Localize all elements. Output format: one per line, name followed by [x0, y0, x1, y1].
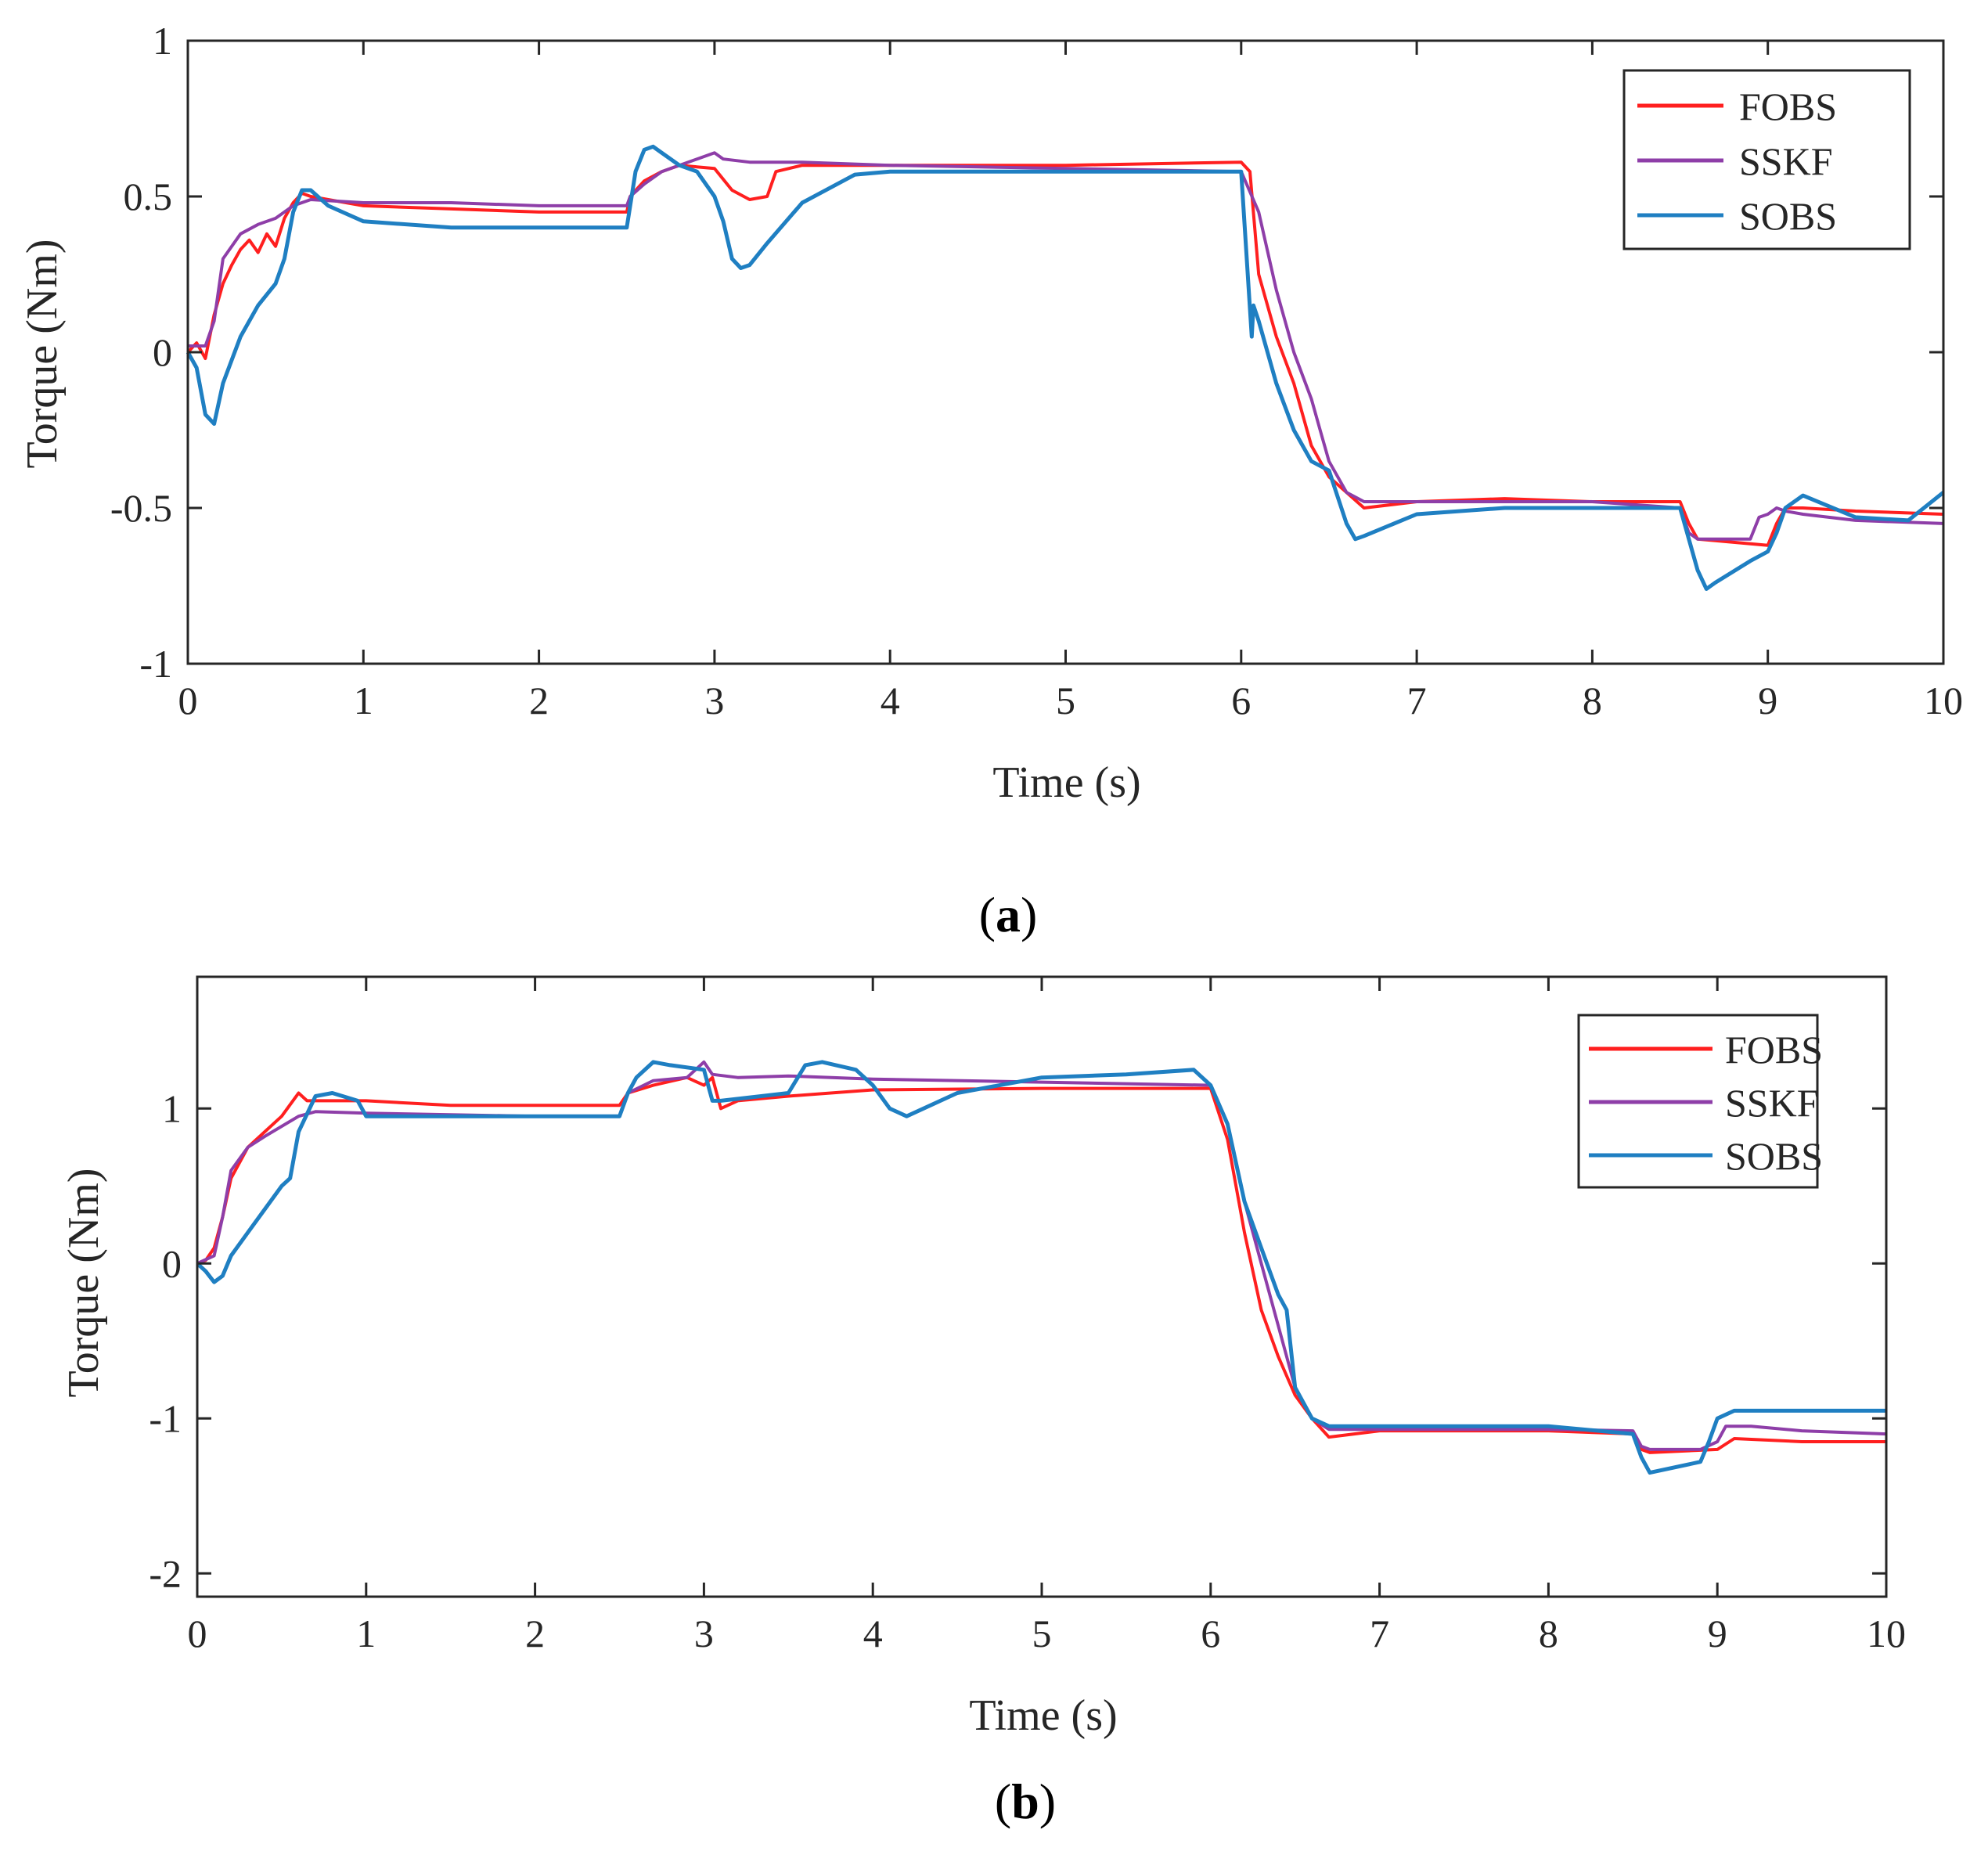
- panel-a-plot-area: [185, 144, 1945, 591]
- panel-a-caption-letter: a: [996, 887, 1021, 942]
- panel-a-x-tick-label: 6: [1231, 679, 1251, 722]
- panel-b-y-tick-label: -2: [149, 1551, 182, 1595]
- panel-a-x-axis-title: Time (s): [992, 758, 1140, 807]
- panel-a-x-tick-label: 1: [354, 679, 373, 722]
- panel-a-y-tick-label: 0.5: [124, 175, 173, 218]
- panel-b-x-tick-label: 7: [1370, 1612, 1389, 1655]
- panel-a-caption-close: ): [1021, 887, 1037, 942]
- panel-b-caption: (b): [995, 1774, 1056, 1829]
- panel-a-x-tick-label: 4: [881, 679, 900, 722]
- panel-a-x-ticks: 0 1 2 3 4 5 6 7 8 9 10: [178, 41, 1963, 722]
- panel-a-y-tick-label: -1: [139, 642, 172, 686]
- panel-a-x-tick-label: 0: [178, 679, 198, 722]
- panel-a-legend-label-sskf: SSKF: [1739, 139, 1833, 183]
- panel-b-x-tick-label: 9: [1708, 1612, 1727, 1655]
- panel-a-caption: (a): [979, 887, 1038, 942]
- panel-b-x-tick-label: 6: [1201, 1612, 1220, 1655]
- panel-b-x-tick-label: 4: [863, 1612, 883, 1655]
- panel-a-legend-label-fobs: FOBS: [1739, 85, 1837, 128]
- panel-b-x-ticks: 0 1 2 3 4 5 6 7 8 9 10: [188, 977, 1906, 1655]
- panel-b-x-tick-label: 3: [694, 1612, 714, 1655]
- panel-b-plot-area: [196, 1060, 1887, 1475]
- panel-a-y-tick-label: 1: [153, 19, 172, 63]
- panel-b-legend-label-sskf: SSKF: [1725, 1081, 1819, 1125]
- panel-a-y-ticks: -1 -0.5 0 0.5 1: [110, 19, 1943, 686]
- panel-a-y-axis-title: Torque (Nm): [18, 239, 67, 468]
- panel-a-series-sskf: [188, 151, 1944, 541]
- panel-b-legend: FOBS SSKF SOBS: [1577, 1014, 1823, 1189]
- panel-a-series-fobs: [186, 160, 1944, 547]
- panel-a-series-sobs: [185, 144, 1945, 591]
- panel-b-y-tick-label: 1: [162, 1086, 182, 1130]
- panel-a-legend: FOBS SSKF SOBS: [1622, 69, 1911, 250]
- panel-b-x-tick-label: 2: [525, 1612, 545, 1655]
- panel-a-x-tick-label: 2: [529, 679, 549, 722]
- panel-b-x-tick-label: 10: [1867, 1612, 1906, 1655]
- panel-a-x-tick-label: 8: [1583, 679, 1602, 722]
- panel-a-x-tick-label: 7: [1407, 679, 1427, 722]
- panel-b-y-tick-label: 0: [162, 1241, 182, 1285]
- panel-a-x-tick-label: 10: [1924, 679, 1963, 722]
- panel-b-y-axis-title: Torque (Nm): [59, 1168, 108, 1397]
- panel-a-y-tick-label: -0.5: [110, 486, 172, 530]
- panel-a-x-tick-label: 3: [704, 679, 724, 722]
- panel-b-x-tick-label: 8: [1539, 1612, 1558, 1655]
- panel-b-series-sskf: [196, 1060, 1887, 1451]
- panel-a-x-tick-label: 5: [1056, 679, 1075, 722]
- panel-b-caption-letter: b: [1011, 1774, 1039, 1829]
- panel-b-caption-open: (: [995, 1774, 1011, 1829]
- panel-b-series-sobs: [196, 1060, 1886, 1475]
- panel-b-caption-close: ): [1039, 1774, 1056, 1829]
- panel-a-chart: 0 1 2 3 4 5 6 7 8 9 10 -1 -0.5 0 0.5 1 Time (s) Torque…: [18, 19, 1963, 942]
- panel-a-x-tick-label: 9: [1758, 679, 1777, 722]
- panel-b-series-fobs: [196, 1075, 1886, 1454]
- panel-b-x-tick-label: 5: [1032, 1612, 1052, 1655]
- panel-b-x-axis-title: Time (s): [969, 1691, 1117, 1740]
- panel-b-chart: 0 1 2 3 4 5 6 7 8 9 10 -2 -1 0 1 Time (s) Torque (Nm)…: [59, 975, 1906, 1829]
- panel-b-y-tick-label: -1: [149, 1396, 182, 1440]
- panel-b-x-tick-label: 0: [188, 1612, 207, 1655]
- panel-b-y-ticks: -2 -1 0 1: [149, 1086, 1886, 1595]
- panel-b-legend-label-sobs: SOBS: [1725, 1134, 1823, 1178]
- panel-b-x-tick-label: 1: [356, 1612, 376, 1655]
- panel-b-legend-label-fobs: FOBS: [1725, 1028, 1823, 1071]
- panel-a-y-tick-label: 0: [153, 330, 172, 374]
- panel-a-caption-open: (: [979, 887, 996, 942]
- panel-a-legend-label-sobs: SOBS: [1739, 194, 1837, 238]
